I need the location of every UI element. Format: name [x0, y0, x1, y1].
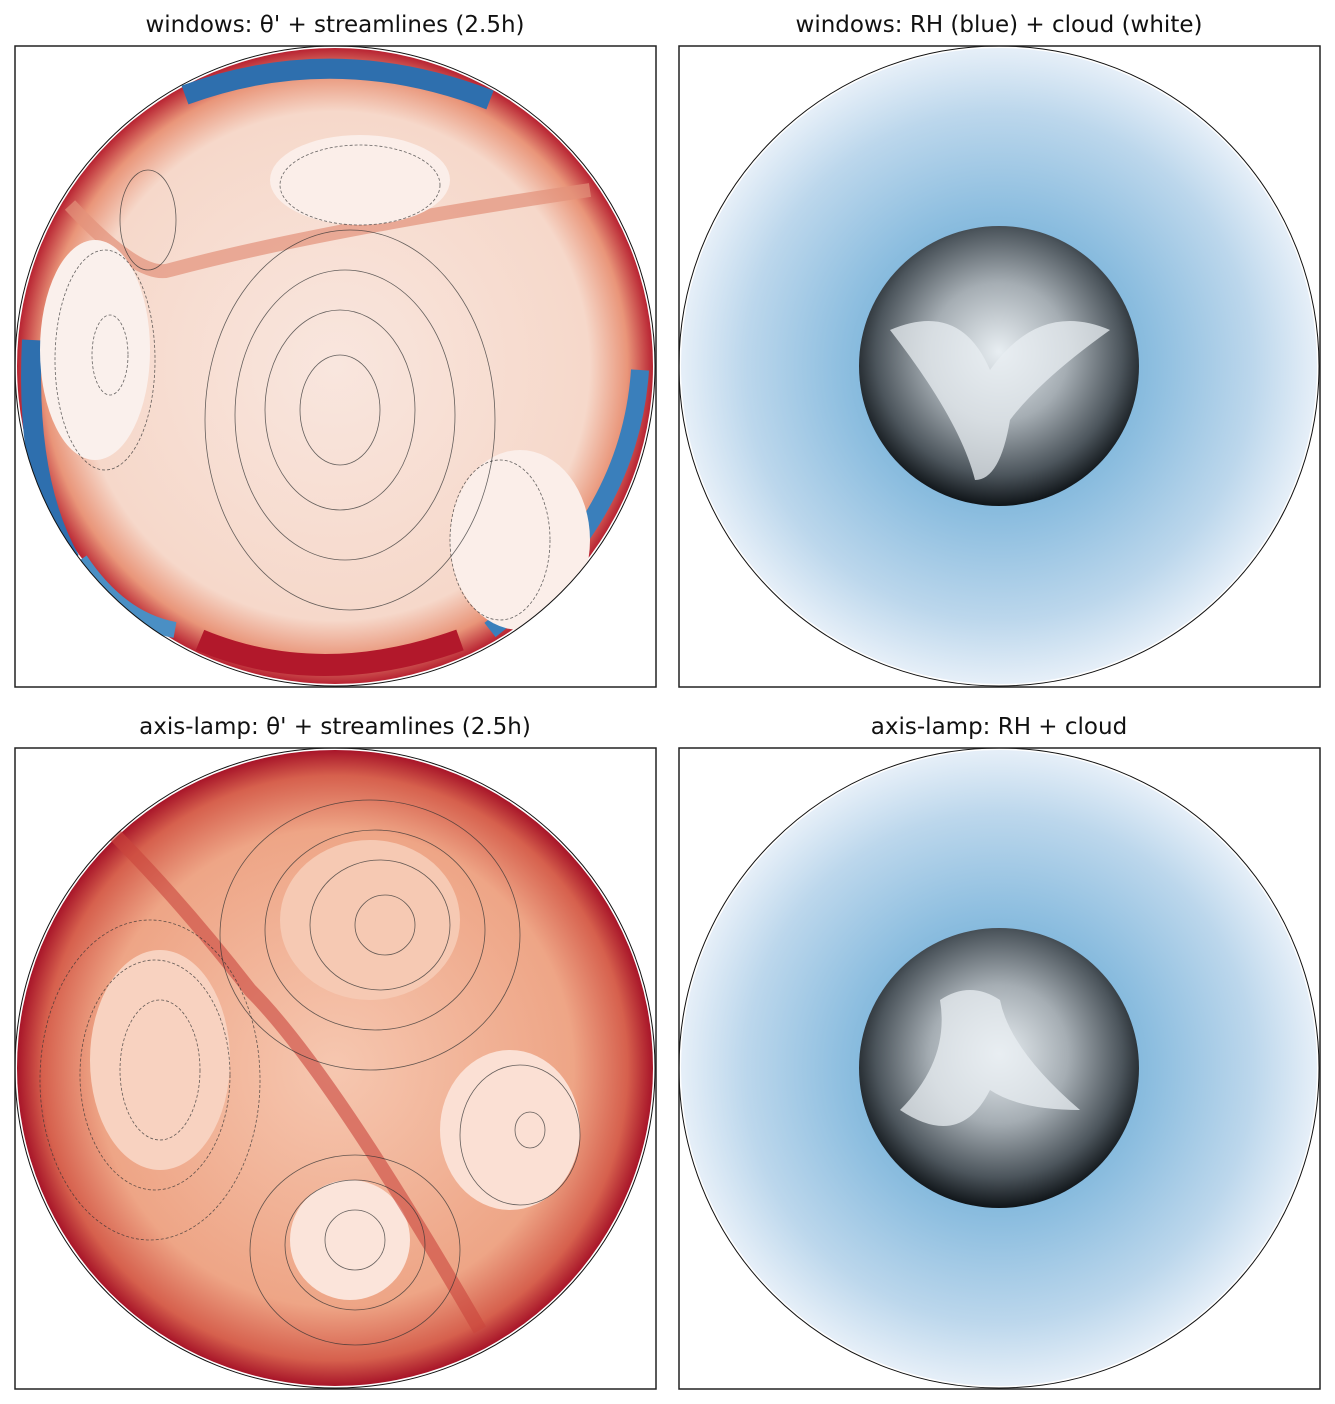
heatmap-panel [678, 45, 1321, 688]
panel-title: axis-lamp: RH + cloud [871, 714, 1127, 740]
panel-title: windows: RH (blue) + cloud (white) [796, 12, 1203, 38]
panel-title: windows: θ' + streamlines (2.5h) [145, 12, 524, 38]
heatmap-panel [678, 747, 1321, 1390]
heatmap-panel [14, 747, 657, 1390]
heatmap-panel [14, 45, 657, 688]
panel-title: axis-lamp: θ' + streamlines (2.5h) [139, 714, 531, 740]
